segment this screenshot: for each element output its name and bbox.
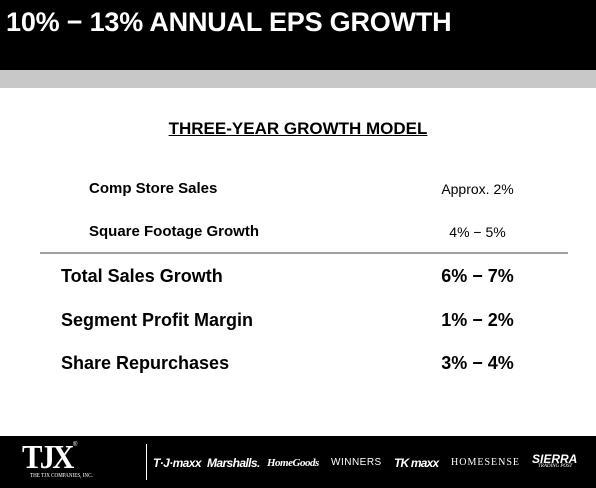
brand-tjmaxx-logo: T·J·maxx — [153, 456, 201, 470]
tjx-logo: TJX — [22, 439, 74, 476]
footer-brand-bar: TJX ® THE TJX COMPANIES, INC. T·J·maxx M… — [0, 436, 596, 488]
row-value: 4% − 5% — [449, 224, 506, 240]
row-label: Segment Profit Margin — [61, 310, 254, 330]
title-bar: 10% − 13% ANNUAL EPS GROWTH — [0, 0, 596, 70]
row-value: 3% − 4% — [441, 353, 514, 373]
row-share-repurchases: Share Repurchases 3% − 4% — [0, 351, 596, 375]
row-value: 1% − 2% — [441, 310, 514, 330]
row-comp-store-sales: Comp Store Sales Approx. 2% — [0, 177, 596, 201]
tjx-logo-subtext: THE TJX COMPANIES, INC. — [30, 473, 93, 479]
brand-tkmaxx-logo: TK maxx — [394, 456, 439, 470]
row-label: Share Repurchases — [61, 353, 230, 373]
brand-sierra-logo: SIERRA — [532, 452, 578, 466]
page-title: 10% − 13% ANNUAL EPS GROWTH — [6, 7, 452, 37]
row-square-footage-growth: Square Footage Growth 4% − 5% — [0, 220, 596, 244]
registered-mark: ® — [73, 442, 78, 448]
row-label: Comp Store Sales — [89, 180, 218, 197]
section-title: THREE-YEAR GROWTH MODEL — [168, 119, 428, 138]
row-value: 6% − 7% — [441, 266, 514, 286]
divider — [40, 252, 568, 254]
brand-winners-logo: WINNERS — [331, 457, 382, 468]
brand-marshalls-logo: Marshalls. — [207, 456, 260, 470]
row-value: Approx. 2% — [441, 181, 514, 197]
row-total-sales-growth: Total Sales Growth 6% − 7% — [0, 264, 596, 288]
row-label: Square Footage Growth — [89, 223, 260, 240]
brand-sierra-subtext: TRADING POST — [538, 464, 573, 469]
row-label: Total Sales Growth — [61, 266, 223, 286]
row-segment-profit-margin: Segment Profit Margin 1% − 2% — [0, 308, 596, 332]
brand-homegoods-logo: HomeGoods — [267, 457, 319, 469]
brand-homesense-logo: HOMESENSE — [451, 457, 521, 468]
header-band — [0, 70, 596, 88]
logo-separator — [146, 444, 147, 480]
